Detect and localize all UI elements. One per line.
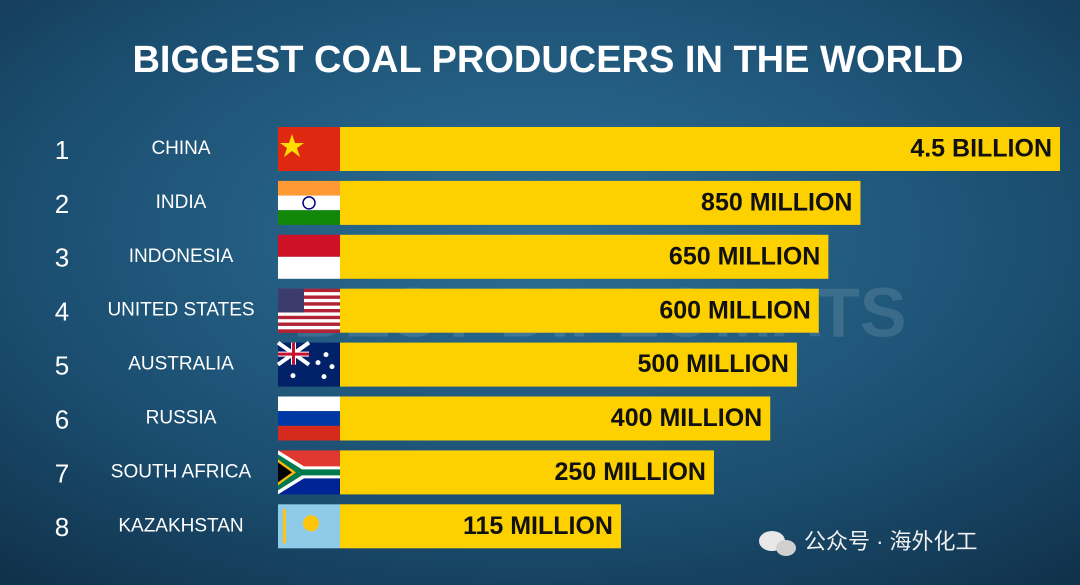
- flag-part: [278, 210, 340, 225]
- rank-label: 7: [55, 458, 69, 488]
- x-tick-label: KAZAKHSTAN: [118, 515, 243, 536]
- value-label: 650 MILLION: [669, 242, 820, 270]
- flag-part: [278, 329, 340, 333]
- flag-part: [303, 515, 319, 532]
- value-label: 250 MILLION: [555, 458, 706, 486]
- flag-part: [278, 462, 292, 483]
- rank-label: 6: [55, 404, 69, 434]
- value-label: 400 MILLION: [611, 404, 762, 432]
- rank-label: 1: [55, 135, 69, 165]
- flag-part: [278, 319, 340, 323]
- flag-part: [278, 312, 340, 317]
- bar: [340, 180, 861, 225]
- rank-label: 3: [55, 243, 69, 273]
- flag: [278, 127, 340, 171]
- flag: [278, 288, 340, 333]
- bar: [340, 234, 829, 279]
- flag-part: [278, 292, 340, 296]
- flag-part: [278, 309, 340, 313]
- flag: [278, 396, 340, 441]
- flag-part: [315, 360, 321, 366]
- bar: [340, 288, 819, 333]
- bar: [340, 504, 621, 549]
- flag: [278, 180, 340, 225]
- flag-part: [278, 325, 340, 330]
- flag-part: [278, 302, 340, 306]
- x-tick-label: INDONESIA: [129, 246, 234, 267]
- flag-part: [280, 134, 304, 157]
- flag-part: [278, 256, 340, 279]
- flag-part: [278, 425, 340, 441]
- flag: [278, 234, 340, 279]
- x-tick-label: UNITED STATES: [107, 300, 254, 321]
- flag-part: [278, 288, 340, 293]
- flag-part: [302, 196, 316, 210]
- flag-part: [283, 509, 286, 544]
- chart-title: BIGGEST COAL PRODUCERS IN THE WORLD: [132, 39, 963, 81]
- value-label: 850 MILLION: [701, 189, 852, 217]
- rank-label: 4: [55, 297, 69, 327]
- bar: [340, 396, 771, 441]
- rank-label: 2: [55, 189, 69, 219]
- flag: [278, 450, 340, 495]
- flag-part: [278, 315, 340, 320]
- x-tick-label: CHINA: [151, 138, 210, 159]
- rank-label: 8: [55, 512, 69, 542]
- source-text: 公众号 · 海外化工: [804, 529, 978, 554]
- flag-part: [278, 195, 340, 211]
- flag: [278, 504, 340, 549]
- value-label: 4.5 BILLION: [910, 135, 1052, 163]
- flag-part: [321, 374, 327, 380]
- flag-part: [278, 305, 340, 310]
- flag-part: [323, 352, 329, 358]
- logo-icon: [776, 540, 796, 556]
- source-mark: 公众号 · 海外化工: [759, 529, 978, 556]
- value-label: 500 MILLION: [638, 350, 789, 378]
- flag-part: [278, 411, 340, 426]
- value-label: 115 MILLION: [463, 512, 613, 540]
- flag-part: [278, 180, 340, 196]
- bar: [340, 342, 797, 387]
- bar: [340, 127, 1060, 171]
- flag-part: [278, 322, 340, 327]
- flag-part: [278, 295, 340, 300]
- value-label: 600 MILLION: [659, 296, 810, 324]
- rank-label: 5: [55, 350, 69, 380]
- flag-part: [278, 234, 340, 257]
- flag-part: [278, 454, 340, 491]
- flag-part: [278, 352, 309, 356]
- x-tick-label: SOUTH AFRICA: [111, 461, 252, 482]
- flag-part: [278, 298, 340, 303]
- flags: [276, 127, 340, 549]
- flag: [276, 340, 340, 387]
- bar: [340, 450, 714, 495]
- x-tick-label: RUSSIA: [146, 408, 217, 429]
- x-tick-label: INDIA: [156, 192, 207, 213]
- flag-part: [278, 396, 340, 412]
- flag-part: [278, 288, 304, 313]
- flag-part: [290, 373, 296, 379]
- x-tick-label: AUSTRALIA: [128, 354, 234, 375]
- flag-part: [329, 364, 335, 370]
